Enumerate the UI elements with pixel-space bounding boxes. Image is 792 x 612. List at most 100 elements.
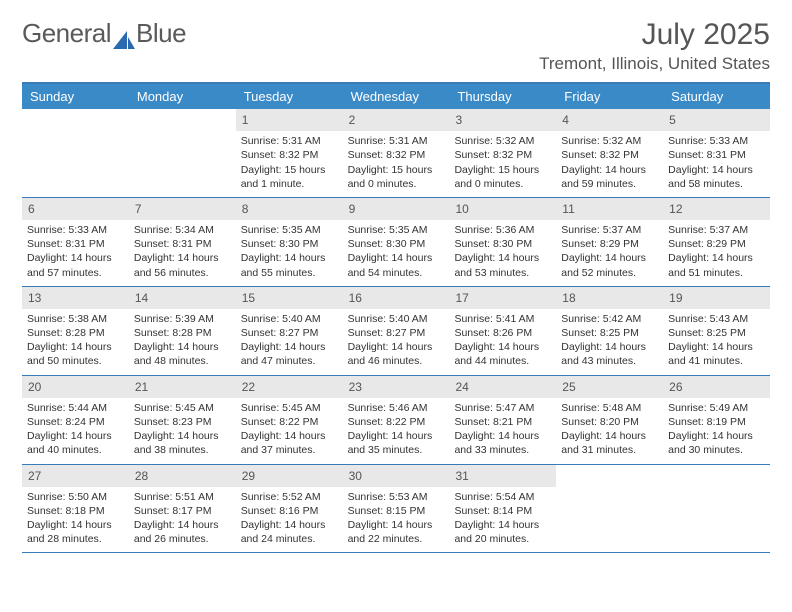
day-details: Sunrise: 5:40 AMSunset: 8:27 PMDaylight:… <box>236 309 343 375</box>
daylight-text: Daylight: 15 hours and 0 minutes. <box>454 163 551 191</box>
day-details: Sunrise: 5:43 AMSunset: 8:25 PMDaylight:… <box>663 309 770 375</box>
sunset-text: Sunset: 8:25 PM <box>668 326 765 340</box>
sunset-text: Sunset: 8:22 PM <box>241 415 338 429</box>
weekday-header: Tuesday <box>236 84 343 109</box>
day-details: Sunrise: 5:31 AMSunset: 8:32 PMDaylight:… <box>236 131 343 197</box>
sunset-text: Sunset: 8:28 PM <box>134 326 231 340</box>
calendar-day-cell: 29Sunrise: 5:52 AMSunset: 8:16 PMDayligh… <box>236 465 343 553</box>
daylight-text: Daylight: 14 hours and 38 minutes. <box>134 429 231 457</box>
sunrise-text: Sunrise: 5:45 AM <box>241 401 338 415</box>
day-details: Sunrise: 5:33 AMSunset: 8:31 PMDaylight:… <box>22 220 129 286</box>
calendar-week-row: 6Sunrise: 5:33 AMSunset: 8:31 PMDaylight… <box>22 198 770 287</box>
daylight-text: Daylight: 14 hours and 50 minutes. <box>27 340 124 368</box>
day-details: Sunrise: 5:32 AMSunset: 8:32 PMDaylight:… <box>449 131 556 197</box>
calendar-day-cell: 13Sunrise: 5:38 AMSunset: 8:28 PMDayligh… <box>22 287 129 375</box>
day-number: 30 <box>343 465 450 487</box>
day-details: Sunrise: 5:53 AMSunset: 8:15 PMDaylight:… <box>343 487 450 553</box>
daylight-text: Daylight: 14 hours and 43 minutes. <box>561 340 658 368</box>
sunset-text: Sunset: 8:32 PM <box>348 148 445 162</box>
calendar-day-cell: 2Sunrise: 5:31 AMSunset: 8:32 PMDaylight… <box>343 109 450 197</box>
day-details: Sunrise: 5:45 AMSunset: 8:23 PMDaylight:… <box>129 398 236 464</box>
month-title: July 2025 <box>539 18 770 52</box>
calendar-day-cell: 21Sunrise: 5:45 AMSunset: 8:23 PMDayligh… <box>129 376 236 464</box>
day-details: Sunrise: 5:35 AMSunset: 8:30 PMDaylight:… <box>343 220 450 286</box>
sunset-text: Sunset: 8:32 PM <box>561 148 658 162</box>
calendar-day-cell <box>556 465 663 553</box>
calendar-day-cell: 11Sunrise: 5:37 AMSunset: 8:29 PMDayligh… <box>556 198 663 286</box>
day-number: 10 <box>449 198 556 220</box>
calendar-day-cell: 12Sunrise: 5:37 AMSunset: 8:29 PMDayligh… <box>663 198 770 286</box>
calendar-day-cell: 8Sunrise: 5:35 AMSunset: 8:30 PMDaylight… <box>236 198 343 286</box>
sunset-text: Sunset: 8:19 PM <box>668 415 765 429</box>
sunset-text: Sunset: 8:31 PM <box>134 237 231 251</box>
sunrise-text: Sunrise: 5:34 AM <box>134 223 231 237</box>
day-details: Sunrise: 5:49 AMSunset: 8:19 PMDaylight:… <box>663 398 770 464</box>
calendar-week-row: 13Sunrise: 5:38 AMSunset: 8:28 PMDayligh… <box>22 287 770 376</box>
sunrise-text: Sunrise: 5:35 AM <box>348 223 445 237</box>
calendar-day-cell: 27Sunrise: 5:50 AMSunset: 8:18 PMDayligh… <box>22 465 129 553</box>
daylight-text: Daylight: 14 hours and 31 minutes. <box>561 429 658 457</box>
calendar-week-row: 1Sunrise: 5:31 AMSunset: 8:32 PMDaylight… <box>22 109 770 198</box>
sunset-text: Sunset: 8:22 PM <box>348 415 445 429</box>
sunset-text: Sunset: 8:20 PM <box>561 415 658 429</box>
calendar-day-cell: 9Sunrise: 5:35 AMSunset: 8:30 PMDaylight… <box>343 198 450 286</box>
day-number: 15 <box>236 287 343 309</box>
daylight-text: Daylight: 14 hours and 47 minutes. <box>241 340 338 368</box>
sunrise-text: Sunrise: 5:47 AM <box>454 401 551 415</box>
calendar-day-cell <box>663 465 770 553</box>
day-number: 13 <box>22 287 129 309</box>
calendar-day-cell: 17Sunrise: 5:41 AMSunset: 8:26 PMDayligh… <box>449 287 556 375</box>
weekday-header: Sunday <box>22 84 129 109</box>
sunrise-text: Sunrise: 5:32 AM <box>561 134 658 148</box>
sunset-text: Sunset: 8:29 PM <box>561 237 658 251</box>
day-details: Sunrise: 5:45 AMSunset: 8:22 PMDaylight:… <box>236 398 343 464</box>
calendar-day-cell: 24Sunrise: 5:47 AMSunset: 8:21 PMDayligh… <box>449 376 556 464</box>
calendar-day-cell: 18Sunrise: 5:42 AMSunset: 8:25 PMDayligh… <box>556 287 663 375</box>
daylight-text: Daylight: 14 hours and 58 minutes. <box>668 163 765 191</box>
daylight-text: Daylight: 14 hours and 22 minutes. <box>348 518 445 546</box>
daylight-text: Daylight: 14 hours and 56 minutes. <box>134 251 231 279</box>
calendar-day-cell: 23Sunrise: 5:46 AMSunset: 8:22 PMDayligh… <box>343 376 450 464</box>
sunrise-text: Sunrise: 5:50 AM <box>27 490 124 504</box>
sunrise-text: Sunrise: 5:39 AM <box>134 312 231 326</box>
calendar-day-cell: 26Sunrise: 5:49 AMSunset: 8:19 PMDayligh… <box>663 376 770 464</box>
calendar-day-cell <box>129 109 236 197</box>
day-number: 4 <box>556 109 663 131</box>
calendar-day-cell: 16Sunrise: 5:40 AMSunset: 8:27 PMDayligh… <box>343 287 450 375</box>
day-number: 21 <box>129 376 236 398</box>
calendar-day-cell: 3Sunrise: 5:32 AMSunset: 8:32 PMDaylight… <box>449 109 556 197</box>
calendar-day-cell: 1Sunrise: 5:31 AMSunset: 8:32 PMDaylight… <box>236 109 343 197</box>
calendar-day-cell: 15Sunrise: 5:40 AMSunset: 8:27 PMDayligh… <box>236 287 343 375</box>
location: Tremont, Illinois, United States <box>539 54 770 74</box>
sunset-text: Sunset: 8:29 PM <box>668 237 765 251</box>
sunset-text: Sunset: 8:17 PM <box>134 504 231 518</box>
sunset-text: Sunset: 8:32 PM <box>454 148 551 162</box>
daylight-text: Daylight: 14 hours and 24 minutes. <box>241 518 338 546</box>
calendar-day-cell: 25Sunrise: 5:48 AMSunset: 8:20 PMDayligh… <box>556 376 663 464</box>
daylight-text: Daylight: 14 hours and 20 minutes. <box>454 518 551 546</box>
day-number: 25 <box>556 376 663 398</box>
day-number: 22 <box>236 376 343 398</box>
sunset-text: Sunset: 8:25 PM <box>561 326 658 340</box>
daylight-text: Daylight: 14 hours and 30 minutes. <box>668 429 765 457</box>
day-number: 20 <box>22 376 129 398</box>
calendar-day-cell: 31Sunrise: 5:54 AMSunset: 8:14 PMDayligh… <box>449 465 556 553</box>
calendar-day-cell: 5Sunrise: 5:33 AMSunset: 8:31 PMDaylight… <box>663 109 770 197</box>
day-number: 16 <box>343 287 450 309</box>
sunset-text: Sunset: 8:14 PM <box>454 504 551 518</box>
calendar-day-cell <box>22 109 129 197</box>
sunrise-text: Sunrise: 5:32 AM <box>454 134 551 148</box>
daylight-text: Daylight: 14 hours and 51 minutes. <box>668 251 765 279</box>
daylight-text: Daylight: 14 hours and 46 minutes. <box>348 340 445 368</box>
day-details: Sunrise: 5:35 AMSunset: 8:30 PMDaylight:… <box>236 220 343 286</box>
sunrise-text: Sunrise: 5:46 AM <box>348 401 445 415</box>
calendar-day-cell: 6Sunrise: 5:33 AMSunset: 8:31 PMDaylight… <box>22 198 129 286</box>
sunrise-text: Sunrise: 5:31 AM <box>348 134 445 148</box>
day-details: Sunrise: 5:41 AMSunset: 8:26 PMDaylight:… <box>449 309 556 375</box>
day-number: 14 <box>129 287 236 309</box>
logo-text-blue: Blue <box>136 18 186 49</box>
sunrise-text: Sunrise: 5:54 AM <box>454 490 551 504</box>
day-number: 5 <box>663 109 770 131</box>
sunrise-text: Sunrise: 5:31 AM <box>241 134 338 148</box>
sunrise-text: Sunrise: 5:42 AM <box>561 312 658 326</box>
